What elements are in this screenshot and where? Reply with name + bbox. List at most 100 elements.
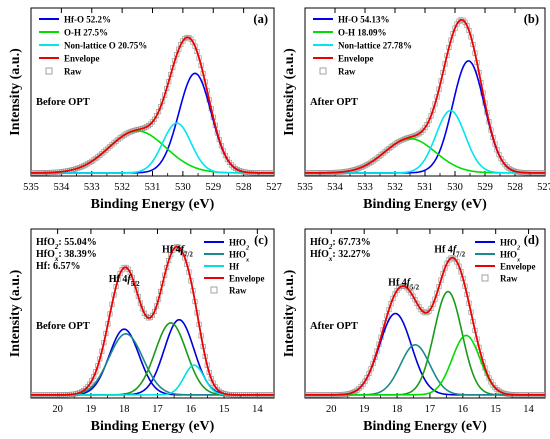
doublet-label: Hf 4f7/2: [162, 244, 193, 258]
composition-value: HfO2: 55.04%: [36, 237, 97, 251]
envelope-curve: [31, 245, 274, 396]
x-tick-label: 535: [23, 182, 39, 193]
legend-label: Raw: [64, 66, 82, 76]
legend-label: Envelope: [338, 53, 374, 63]
legend-label: Envelope: [229, 273, 265, 283]
legend-swatch: [45, 67, 53, 75]
composition-value: HfOx: 38.39%: [36, 249, 97, 263]
x-axis-label: Binding Energy (eV): [91, 419, 215, 434]
panel-a: 535 534 533 532 531 530 529 528 527 Binding Energ…: [8, 7, 282, 212]
y-axis-label: Intensity (a.u.): [282, 48, 297, 136]
x-tick-label: 527: [266, 182, 282, 193]
x-tick-label: 18: [392, 404, 403, 415]
x-tick-label: 528: [236, 182, 252, 193]
condition-label: After OPT: [310, 321, 358, 332]
plot-frame: [304, 228, 546, 399]
plot-area: [305, 255, 545, 398]
condition-label: Before OPT: [36, 97, 90, 108]
legend-label: O-H 27.5%: [64, 27, 108, 37]
panel-d: 20 19 18 17 16 15 14 Binding Energy (eV) Intensi…: [282, 228, 546, 434]
y-axis-label: Intensity (a.u.): [282, 269, 297, 357]
peak-component-hfo: [305, 60, 545, 174]
x-tick-label: 534: [327, 182, 344, 193]
plot-frame: [30, 228, 275, 399]
panel-label: (c): [254, 233, 268, 247]
x-tick-label: 535: [297, 182, 313, 193]
x-tick-label: 16: [458, 404, 469, 415]
legend-label: Raw: [229, 285, 247, 295]
x-tick-label: 532: [387, 182, 403, 193]
peak-component-nonlattice: [305, 109, 545, 174]
legend-label: HfOx: [229, 249, 249, 263]
x-tick-label: 531: [417, 182, 433, 193]
x-tick-label: 533: [357, 182, 373, 193]
legend-label: Raw: [500, 273, 518, 283]
condition-label: Before OPT: [36, 321, 90, 332]
envelope-curve: [305, 256, 545, 396]
plot-area: [305, 17, 545, 176]
doublet-label: Hf 4f5/2: [109, 274, 140, 288]
legend-label: HfO2: [229, 237, 249, 251]
x-tick-label: 15: [490, 404, 501, 415]
peak-component-hfo2: [31, 328, 274, 396]
x-tick-label: 529: [477, 182, 493, 193]
panel-b: 535 534 533 532 531 530 529 528 527 Binding Energ…: [282, 7, 550, 212]
plot-area: [31, 34, 274, 176]
legend-label: Non-lattice O 20.75%: [64, 40, 147, 50]
legend-label: Hf: [229, 261, 240, 271]
doublet-label: Hf 4f5/2: [388, 277, 419, 291]
x-tick-label: 534: [54, 182, 71, 193]
legend-label: HfO2: [500, 237, 520, 251]
condition-label: After OPT: [310, 97, 358, 108]
legend-label: Raw: [338, 66, 356, 76]
x-tick-label: 17: [425, 404, 436, 415]
panel-c: 20 19 18 17 16 15 14 Binding Energy (eV) Intensi…: [8, 228, 275, 434]
x-tick-label: 14: [523, 404, 534, 415]
composition-value: HfOx: 32.27%: [310, 249, 371, 263]
x-tick-label: 530: [175, 182, 191, 193]
y-axis-label: Intensity (a.u.): [8, 269, 23, 357]
peak-component-oh: [305, 334, 545, 396]
plot-area: [31, 244, 274, 398]
legend: Hf-O 52.2% O-H 27.5% Non-lattice O 20.75% E…: [39, 14, 147, 76]
legend-label: Non-lattice 27.78%: [338, 40, 412, 50]
legend-label: Envelope: [64, 53, 100, 63]
x-tick-label: 18: [119, 404, 130, 415]
legend-label: Hf-O 54.13%: [338, 14, 390, 24]
legend-label: Envelope: [500, 261, 536, 271]
x-tick-label: 15: [219, 404, 230, 415]
x-tick-label: 532: [114, 182, 130, 193]
y-axis-label: Intensity (a.u.): [8, 48, 23, 136]
legend-label: HfOx: [500, 249, 520, 263]
x-tick-label: 20: [326, 404, 337, 415]
x-tick-label: 533: [84, 182, 100, 193]
legend-swatch: [481, 274, 489, 282]
envelope-curve: [305, 18, 545, 174]
legend-swatch: [319, 67, 327, 75]
legend-swatch: [210, 286, 218, 294]
x-tick-label: 20: [52, 404, 63, 415]
x-tick-label: 529: [205, 182, 221, 193]
doublet-label: Hf 4f7/2: [434, 244, 465, 258]
peak-component-hfox_teal: [31, 333, 274, 396]
x-tick-label: 528: [507, 182, 523, 193]
x-tick-label: 527: [537, 182, 550, 193]
x-tick-label: 17: [152, 404, 163, 415]
x-tick-label: 16: [186, 404, 197, 415]
legend-label: O-H 18.09%: [338, 27, 387, 37]
x-axis-label: Binding Energy (eV): [91, 197, 215, 212]
x-tick-label: 19: [86, 404, 97, 415]
panel-label: (d): [524, 233, 539, 247]
peak-component-nonlattice: [31, 122, 274, 174]
x-axis-label: Binding Energy (eV): [363, 197, 487, 212]
x-axis-label: Binding Energy (eV): [363, 419, 487, 434]
legend-label: Hf-O 52.2%: [64, 14, 111, 24]
envelope-curve: [31, 36, 274, 174]
x-tick-label: 19: [359, 404, 370, 415]
x-tick-label: 14: [252, 404, 263, 415]
composition-value: Hf: 6.57%: [36, 261, 80, 272]
x-tick-label: 531: [145, 182, 161, 193]
